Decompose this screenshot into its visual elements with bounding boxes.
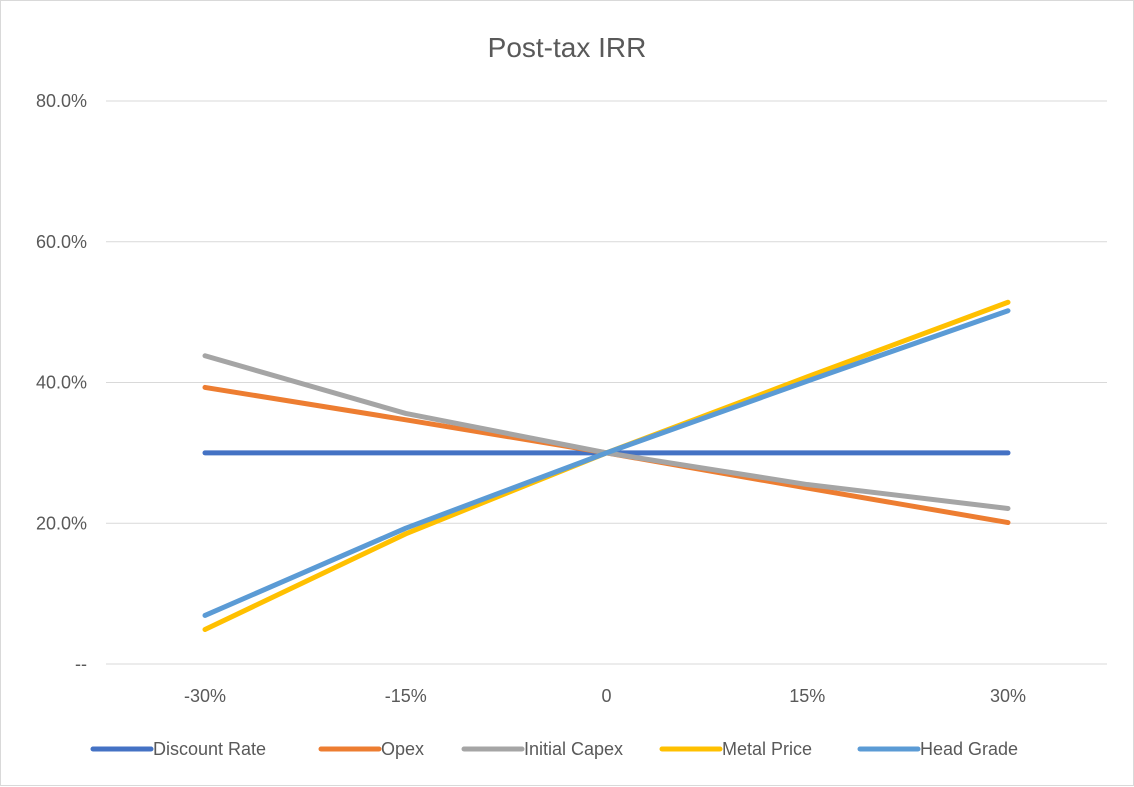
legend-label: Discount Rate [153, 739, 266, 759]
x-axis-ticks: -30% -15% 0 15% 30% [184, 686, 1026, 706]
legend: Discount Rate Opex Initial Capex Metal Pric… [90, 739, 1018, 759]
legend-item: Metal Price [659, 739, 812, 759]
legend-item: Discount Rate [90, 739, 266, 759]
y-tick-label: 40.0% [36, 373, 87, 393]
x-tick-label: 15% [789, 686, 825, 706]
series-line-head-grade [202, 308, 1011, 618]
legend-label: Opex [381, 739, 424, 759]
y-tick-label: -- [75, 654, 87, 674]
legend-item: Opex [318, 739, 424, 759]
y-tick-label: 60.0% [36, 232, 87, 252]
legend-label: Head Grade [920, 739, 1018, 759]
x-tick-label: 0 [601, 686, 611, 706]
y-axis-ticks: -- 20.0% 40.0% 60.0% 80.0% [36, 91, 87, 674]
x-tick-label: -15% [385, 686, 427, 706]
legend-item: Initial Capex [461, 739, 623, 759]
legend-label: Metal Price [722, 739, 812, 759]
gridlines [106, 100, 1107, 665]
y-tick-label: 80.0% [36, 91, 87, 111]
x-tick-label: -30% [184, 686, 226, 706]
y-tick-label: 20.0% [36, 513, 87, 533]
legend-item: Head Grade [857, 739, 1018, 759]
x-tick-label: 30% [990, 686, 1026, 706]
series-line-initial-capex [202, 353, 1011, 511]
series-lines [202, 299, 1011, 633]
legend-label: Initial Capex [524, 739, 623, 759]
chart-title: Post-tax IRR [488, 32, 647, 63]
